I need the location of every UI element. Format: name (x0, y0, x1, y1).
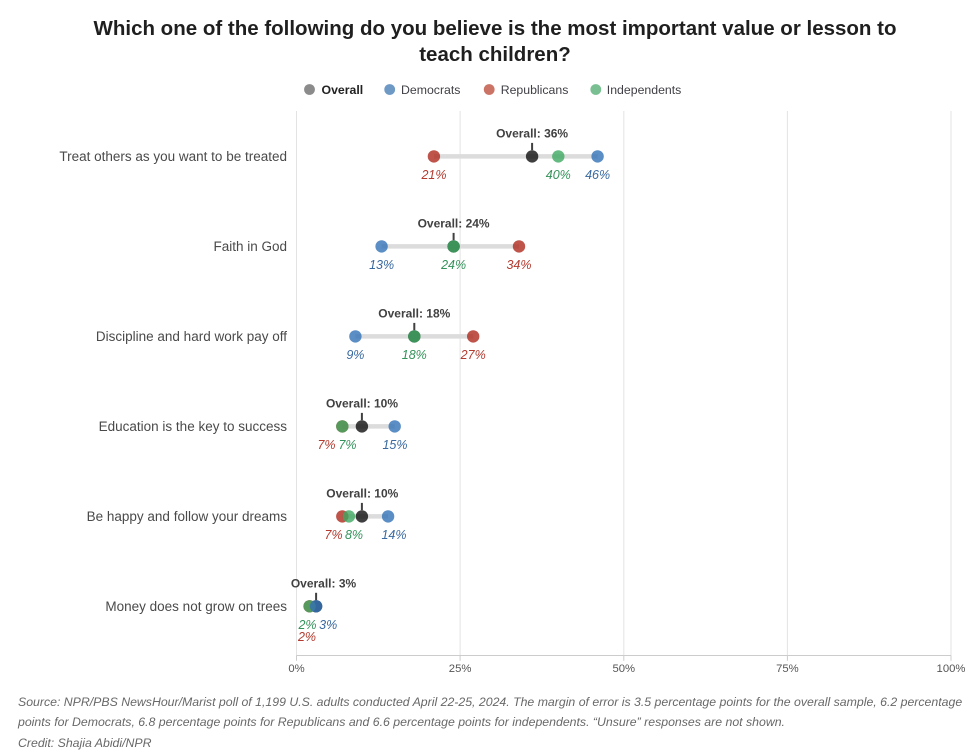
svg-text:0%: 0% (288, 663, 304, 675)
svg-text:Independents: Independents (607, 83, 682, 97)
svg-text:7%: 7% (325, 528, 343, 542)
svg-text:Discipline and hard work pay o: Discipline and hard work pay off (96, 329, 287, 344)
svg-text:Republicans: Republicans (501, 83, 569, 97)
svg-text:Democrats: Democrats (401, 83, 460, 97)
svg-text:2%: 2% (297, 618, 316, 632)
svg-text:18%: 18% (402, 348, 427, 362)
svg-text:25%: 25% (449, 663, 472, 675)
svg-text:Treat others as you want to be: Treat others as you want to be treated (59, 149, 287, 164)
svg-text:40%: 40% (546, 168, 571, 182)
svg-text:Be happy and follow your dream: Be happy and follow your dreams (87, 509, 288, 524)
svg-text:Overall: 10%: Overall: 10% (326, 396, 398, 410)
svg-text:13%: 13% (369, 258, 394, 272)
svg-text:21%: 21% (420, 168, 446, 182)
svg-text:Overall: 10%: Overall: 10% (326, 486, 398, 500)
svg-text:Overall: 3%: Overall: 3% (291, 576, 357, 590)
svg-text:8%: 8% (345, 528, 363, 542)
svg-text:2%: 2% (297, 630, 316, 644)
svg-text:50%: 50% (612, 663, 635, 675)
svg-text:Faith in God: Faith in God (213, 239, 287, 254)
svg-text:75%: 75% (776, 663, 799, 675)
svg-text:14%: 14% (381, 528, 406, 542)
svg-text:3%: 3% (319, 618, 337, 632)
svg-text:Money does not grow on trees: Money does not grow on trees (105, 599, 287, 614)
svg-text:46%: 46% (585, 168, 610, 182)
svg-text:15%: 15% (382, 438, 407, 452)
svg-text:Education is the key to succes: Education is the key to success (99, 419, 288, 434)
svg-text:27%: 27% (460, 348, 486, 362)
svg-text:24%: 24% (440, 258, 466, 272)
svg-text:7%: 7% (338, 438, 356, 452)
svg-text:Overall: 18%: Overall: 18% (378, 306, 450, 320)
svg-text:Overall: Overall (322, 83, 364, 97)
svg-text:100%: 100% (937, 663, 966, 675)
svg-text:34%: 34% (506, 258, 531, 272)
svg-text:9%: 9% (346, 348, 364, 362)
svg-text:Overall: 24%: Overall: 24% (418, 216, 490, 230)
svg-text:Overall: 36%: Overall: 36% (496, 126, 568, 140)
svg-text:7%: 7% (317, 438, 335, 452)
